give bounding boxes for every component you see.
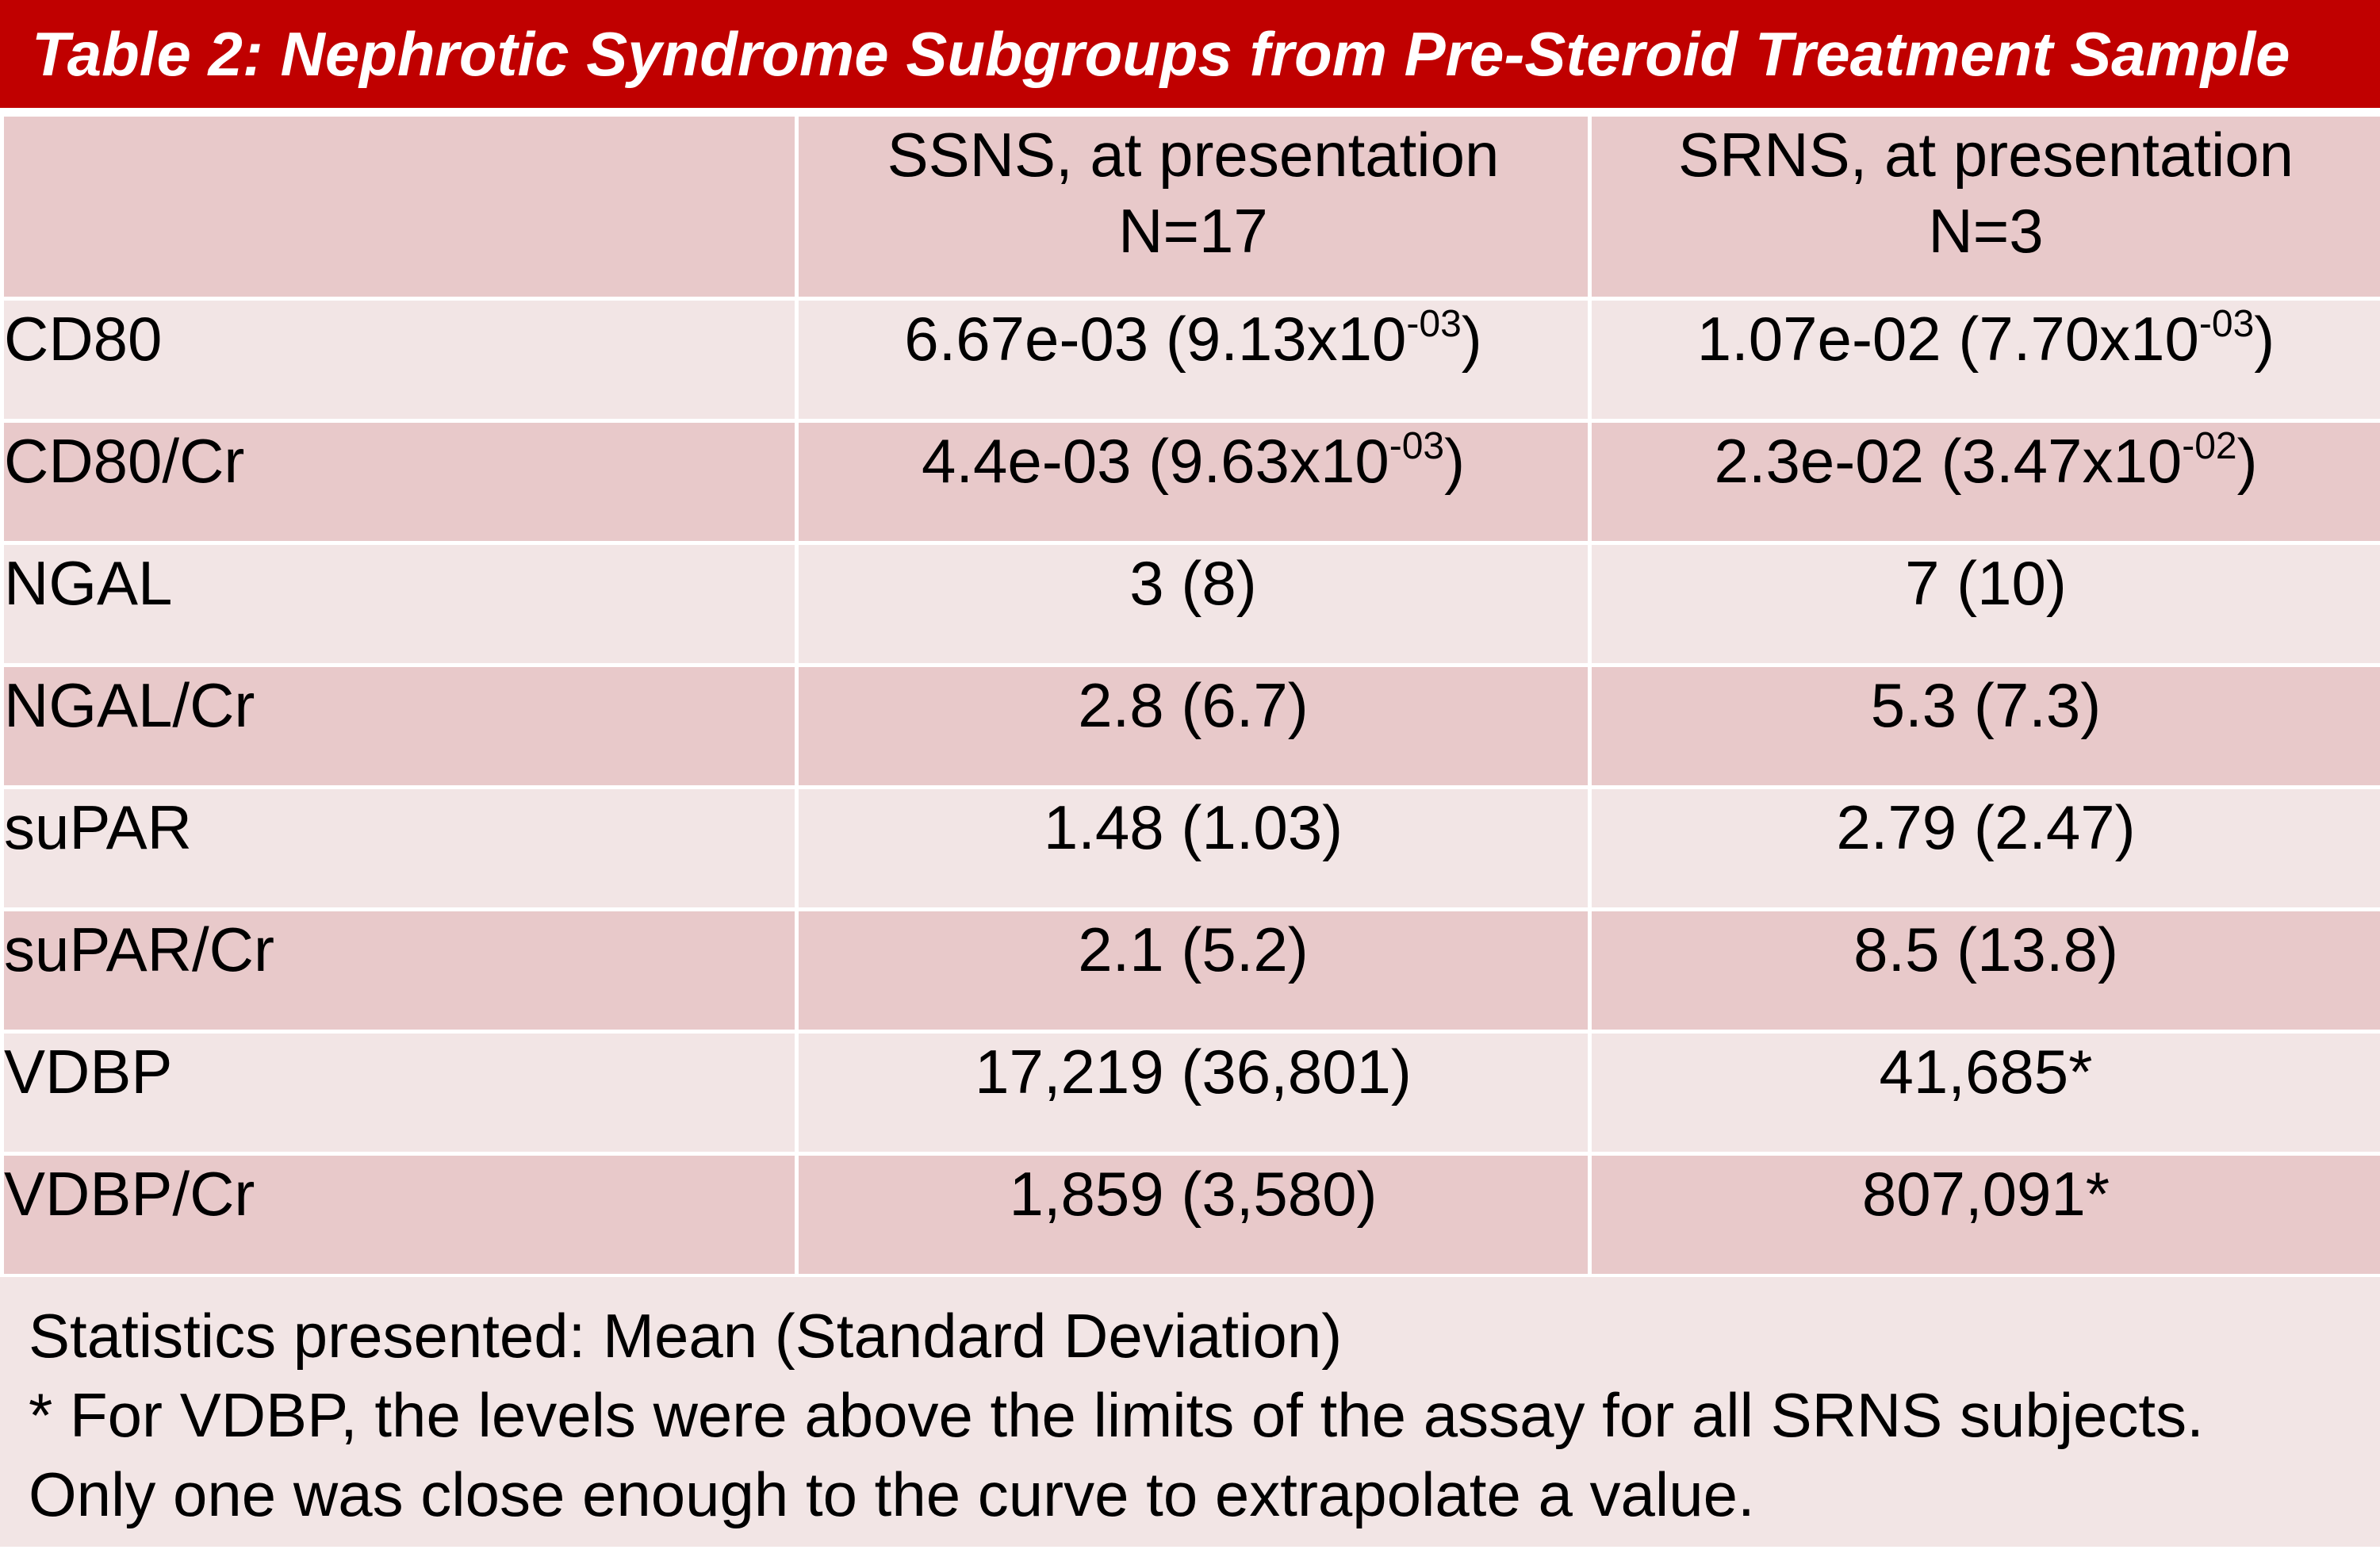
footnote-block: Statistics presented: Mean (Standard Dev… <box>0 1277 2380 1547</box>
table-row: VDBP/Cr 1,859 (3,580) 807,091* <box>0 1152 2380 1278</box>
table-row: CD80 6.67e-03 (9.13x10-03) 1.07e-02 (7.7… <box>0 297 2380 423</box>
table-row: suPAR/Cr 2.1 (5.2) 8.5 (13.8) <box>0 907 2380 1034</box>
table-row: VDBP 17,219 (36,801) 41,685* <box>0 1030 2380 1156</box>
srns-value: 2.79 (2.47) <box>1588 785 2380 911</box>
header-row: SSNS, at presentation N=17 SRNS, at pres… <box>0 113 2380 301</box>
header-srns: SRNS, at presentation N=3 <box>1588 113 2380 301</box>
row-label: CD80/Cr <box>0 419 799 545</box>
header-ssns-title: SSNS, at presentation <box>887 120 1500 190</box>
header-ssns: SSNS, at presentation N=17 <box>795 113 1592 301</box>
ssns-value: 4.4e-03 (9.63x10-03) <box>795 419 1592 545</box>
srns-value: 7 (10) <box>1588 541 2380 667</box>
ssns-value: 6.67e-03 (9.13x10-03) <box>795 297 1592 423</box>
data-table: SSNS, at presentation N=17 SRNS, at pres… <box>0 113 2380 1278</box>
srns-value: 807,091* <box>1588 1152 2380 1278</box>
table-title: Table 2: Nephrotic Syndrome Subgroups fr… <box>0 0 2380 108</box>
ssns-value: 2.1 (5.2) <box>795 907 1592 1034</box>
header-srns-title: SRNS, at presentation <box>1677 120 2294 190</box>
srns-value: 1.07e-02 (7.70x10-03) <box>1588 297 2380 423</box>
row-label: VDBP/Cr <box>0 1152 799 1278</box>
header-srns-n: N=3 <box>1928 196 2044 266</box>
footnote-statistics: Statistics presented: Mean (Standard Dev… <box>29 1301 1343 1371</box>
row-label: CD80 <box>0 297 799 423</box>
ssns-value: 3 (8) <box>795 541 1592 667</box>
row-label: suPAR/Cr <box>0 907 799 1034</box>
ssns-value: 17,219 (36,801) <box>795 1030 1592 1156</box>
row-label: NGAL <box>0 541 799 667</box>
row-label: VDBP <box>0 1030 799 1156</box>
row-label: NGAL/Cr <box>0 663 799 789</box>
footnote-vdbp: * For VDBP, the levels were above the li… <box>29 1380 2204 1450</box>
ssns-value: 1,859 (3,580) <box>795 1152 1592 1278</box>
srns-value: 8.5 (13.8) <box>1588 907 2380 1034</box>
header-empty-cell <box>0 113 799 301</box>
header-ssns-n: N=17 <box>1118 196 1268 266</box>
srns-value: 41,685* <box>1588 1030 2380 1156</box>
srns-value: 5.3 (7.3) <box>1588 663 2380 789</box>
row-label: suPAR <box>0 785 799 911</box>
ssns-value: 2.8 (6.7) <box>795 663 1592 789</box>
srns-value: 2.3e-02 (3.47x10-02) <box>1588 419 2380 545</box>
table-row: NGAL 3 (8) 7 (10) <box>0 541 2380 667</box>
ssns-value: 1.48 (1.03) <box>795 785 1592 911</box>
table-row: suPAR 1.48 (1.03) 2.79 (2.47) <box>0 785 2380 911</box>
table-row: CD80/Cr 4.4e-03 (9.63x10-03) 2.3e-02 (3.… <box>0 419 2380 545</box>
footnote-extrapolate: Only one was close enough to the curve t… <box>29 1459 1755 1529</box>
table-row: NGAL/Cr 2.8 (6.7) 5.3 (7.3) <box>0 663 2380 789</box>
